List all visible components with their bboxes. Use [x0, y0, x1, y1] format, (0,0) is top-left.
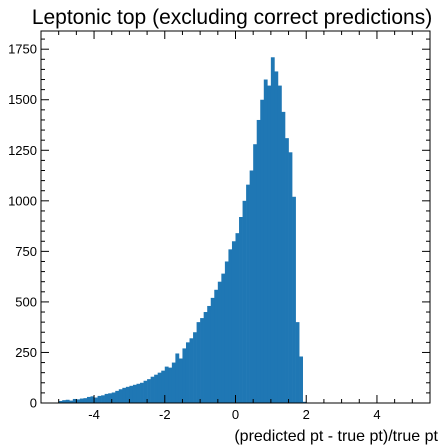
y-tick-label: 1750: [8, 42, 37, 57]
histogram-bar: [69, 400, 74, 403]
histogram-bar: [292, 196, 296, 403]
histogram-bar: [94, 397, 98, 403]
histogram-bar: [285, 138, 289, 403]
histogram-bar: [189, 338, 194, 403]
y-tick-label: 1000: [8, 193, 37, 208]
histogram-bar: [207, 305, 212, 403]
histogram-bar: [260, 99, 265, 404]
histogram-bar: [101, 395, 105, 403]
histogram-bar: [182, 348, 187, 403]
histogram-bar: [86, 396, 91, 403]
histogram-bar: [161, 370, 166, 403]
histogram-bar: [58, 400, 63, 403]
histogram-bar: [83, 398, 88, 403]
histogram-bar: [178, 358, 183, 403]
histogram-bar: [203, 312, 208, 403]
histogram-bar: [72, 398, 77, 403]
histogram-bar: [125, 386, 130, 403]
histogram-bar: [228, 249, 233, 403]
histogram-bar: [171, 362, 176, 403]
histogram-bar: [196, 322, 201, 403]
bars-layer: [58, 57, 307, 404]
histogram-bar: [270, 57, 275, 403]
histogram-bar: [132, 384, 137, 403]
histogram-bar: [249, 170, 254, 403]
histogram-bar: [242, 200, 247, 403]
histogram-bar: [147, 379, 151, 403]
histogram-bar: [143, 380, 148, 403]
histogram-bar: [76, 399, 81, 403]
histogram-bar: [111, 392, 116, 403]
histogram-bar: [193, 332, 197, 403]
plot-frame: [40, 30, 431, 404]
histogram-bar: [90, 396, 95, 403]
histogram-bar: [185, 342, 190, 403]
histogram-bar: [115, 390, 120, 403]
x-axis-label: (predicted pt - true pt)/true pt: [234, 428, 438, 445]
histogram-bar: [224, 261, 229, 403]
histogram-bar: [175, 353, 180, 403]
histogram-bar: [97, 395, 102, 403]
x-tick-label: -4: [88, 407, 100, 422]
histogram-bar: [210, 297, 215, 403]
histogram-bar: [140, 382, 144, 403]
histogram-bar: [295, 322, 300, 403]
histogram-bar: [168, 367, 173, 403]
histogram-bar: [150, 376, 155, 403]
histogram-bar: [267, 85, 272, 403]
x-tick-label: 4: [373, 407, 380, 422]
y-tick-label: 500: [15, 294, 37, 309]
histogram-bar: [104, 393, 109, 403]
chart-title: Leptonic top (excluding correct predicti…: [32, 6, 432, 29]
y-tick-label: 0: [30, 396, 37, 411]
histogram-bar: [302, 401, 307, 403]
histogram-bar: [288, 152, 293, 403]
histogram-bar: [221, 273, 226, 403]
y-tick-label: 1250: [8, 143, 37, 158]
histogram-bar: [136, 383, 141, 403]
histogram-bar: [274, 71, 279, 404]
histogram-bar: [164, 366, 169, 403]
histogram-bar: [239, 217, 243, 403]
histogram-bar: [214, 289, 219, 403]
x-tick-label: 0: [232, 407, 239, 422]
histogram-bar: [154, 374, 158, 403]
histogram-bar: [299, 356, 303, 403]
histogram-bar: [235, 233, 240, 403]
histogram-bar: [118, 389, 123, 403]
y-tick-label: 750: [15, 244, 37, 259]
x-tick-label: 2: [303, 407, 310, 422]
y-tick-label: 1500: [8, 92, 37, 107]
ticks-layer: -4 -2 0 2 4 0 250 500 750 1000 1250 1500 1750: [8, 31, 430, 422]
histogram-bar: [217, 281, 222, 403]
histogram-bar: [129, 385, 134, 403]
histogram-bar: [246, 184, 250, 403]
histogram-bar: [231, 241, 236, 403]
histogram-bar: [65, 399, 70, 403]
histogram-bar: [122, 387, 127, 403]
histogram-bar: [157, 372, 162, 403]
histogram-bar: [200, 318, 204, 403]
histogram-bar: [256, 119, 261, 404]
histogram-bar: [62, 400, 67, 403]
histogram-bar: [281, 111, 286, 404]
y-tick-label: 250: [15, 345, 37, 360]
histogram-bar: [253, 144, 258, 403]
histogram-bar: [277, 85, 282, 403]
histogram-bar: [108, 393, 113, 403]
x-tick-label: -2: [159, 407, 171, 422]
histogram-bar: [79, 398, 84, 403]
histogram-bar: [263, 79, 268, 404]
